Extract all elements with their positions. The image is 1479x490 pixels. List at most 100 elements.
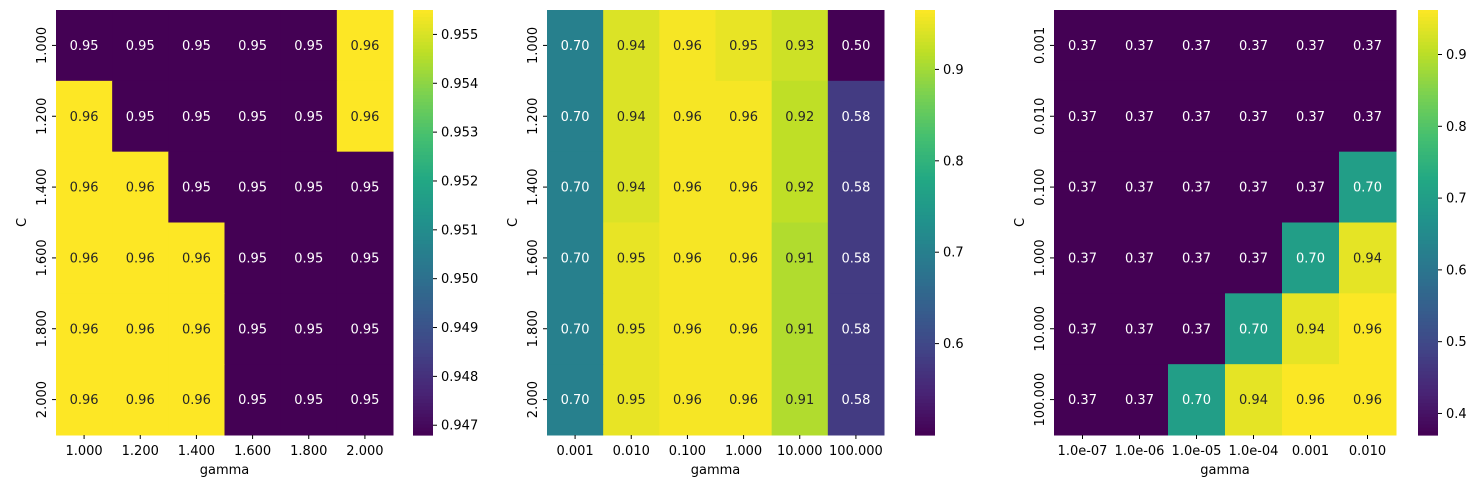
colorbar-1: 0.947 0.948 0.949 0.950 0.951 0.952 0.953 0.954… [413,10,478,436]
heatmap-cell [603,293,660,365]
cell-annotation: 0.70 [1182,393,1211,408]
colorbar-tick-label: 0.7 [943,246,964,261]
cell-annotation: 0.37 [1182,322,1211,337]
colorbar-strip [1418,80,1438,85]
heatmap-cell [1168,151,1226,223]
heatmap-cell [715,10,773,82]
heatmap-cell [112,293,169,365]
y-axis-label: C [506,218,521,227]
y-tick-label: 1.800 [35,310,50,347]
x-tick-label: 0.010 [1349,444,1386,459]
colorbar-strip [413,311,433,316]
heatmap-cell [827,151,885,223]
colorbar-strip [413,396,433,401]
colorbar-strip [413,102,433,107]
colorbar-strip [1418,353,1438,358]
colorbar-strip [915,48,935,54]
colorbar-strip [413,144,433,149]
colorbar-strip [1418,95,1438,100]
colorbar-strip [413,314,433,319]
colorbar-strip [1418,119,1438,124]
colorbar-strip [413,261,433,266]
heatmap-cell [547,151,604,223]
cell-annotation: 0.58 [841,393,870,408]
y-tick-label: 1.000 [35,27,50,64]
colorbar-strip [1418,279,1438,284]
colorbar-strip [915,187,935,192]
colorbar-strip [413,374,433,379]
heatmap-cell [1225,10,1283,82]
colorbar-strip [915,13,935,18]
heatmap-cell [603,364,660,436]
cell-annotation: 0.96 [1353,393,1382,408]
colorbar-strip [1418,187,1438,192]
heatmap-cell [715,364,773,436]
colorbar-strip [915,360,935,365]
colorbar-strip [413,34,433,39]
cell-annotation: 0.37 [1125,251,1154,266]
colorbar-strip [915,155,935,160]
heatmap-cell [168,222,225,294]
colorbar-strip [413,20,433,25]
heatmap-cell [1282,364,1340,436]
cell-annotation: 0.92 [785,181,814,196]
cell-annotation: 0.70 [561,322,590,337]
colorbar-strip [915,211,935,217]
colorbar-strip [915,109,935,114]
colorbar-strip [1418,48,1438,54]
heatmap-cell [1054,364,1112,436]
colorbar-strip [915,420,935,425]
colorbar-strip [413,388,433,394]
colorbar-strip [915,59,935,64]
cell-annotation: 0.37 [1296,181,1325,196]
colorbar-strip [1418,311,1438,316]
colorbar-strip [915,130,935,135]
colorbar-strip [915,229,935,234]
colorbar-strip [413,180,433,185]
colorbar-strip [413,165,433,170]
heatmap-cell [1339,80,1397,153]
colorbar-tick-label: 0.953 [441,126,478,141]
colorbar-strip [915,332,935,337]
heatmap-cell [1054,80,1112,153]
cell-annotation: 0.96 [70,110,99,125]
colorbar-strip [1418,243,1438,248]
x-tick-label: 0.100 [669,444,706,459]
y-tick-label: 1.600 [526,239,541,276]
colorbar-strip [1418,105,1438,110]
colorbar-tick-label: 0.949 [441,321,478,336]
colorbar-strip [915,371,935,376]
cell-annotation: 0.96 [729,322,758,337]
heatmap-cell [771,10,829,82]
colorbar-strip [1418,413,1438,418]
heatmap-cell [1111,364,1169,436]
cell-annotation: 0.96 [673,39,702,54]
colorbar-strip [1418,371,1438,376]
colorbar-strip [915,180,935,185]
heatmap-cell [112,364,169,436]
colorbar-strip [1418,268,1438,273]
colorbar-strip [1418,66,1438,71]
cell-annotation: 0.95 [238,181,267,196]
cell-annotation: 0.95 [294,251,323,266]
colorbar-strip [413,208,433,213]
cell-annotation: 0.94 [1239,393,1268,408]
colorbar-strip [413,289,433,294]
heatmap-cell [1168,293,1226,365]
colorbar-strip [915,27,935,32]
colorbar-tick-label: 0.9 [943,63,964,78]
colorbar-strip [413,211,433,217]
colorbar-strip [413,360,433,365]
heatmap-cell [1168,10,1226,82]
heatmap-cell [224,293,282,365]
heatmap-cell [280,151,338,223]
x-tick-label: 1.0e-05 [1172,444,1222,459]
colorbar-strip [413,282,433,287]
colorbar-strip [413,346,433,351]
colorbar-strip [915,63,935,68]
colorbar-strip [1418,325,1438,330]
cell-annotation: 0.95 [238,251,267,266]
colorbar-strip [413,275,433,280]
colorbar-strip [915,346,935,351]
cell-annotation: 0.96 [126,322,155,337]
